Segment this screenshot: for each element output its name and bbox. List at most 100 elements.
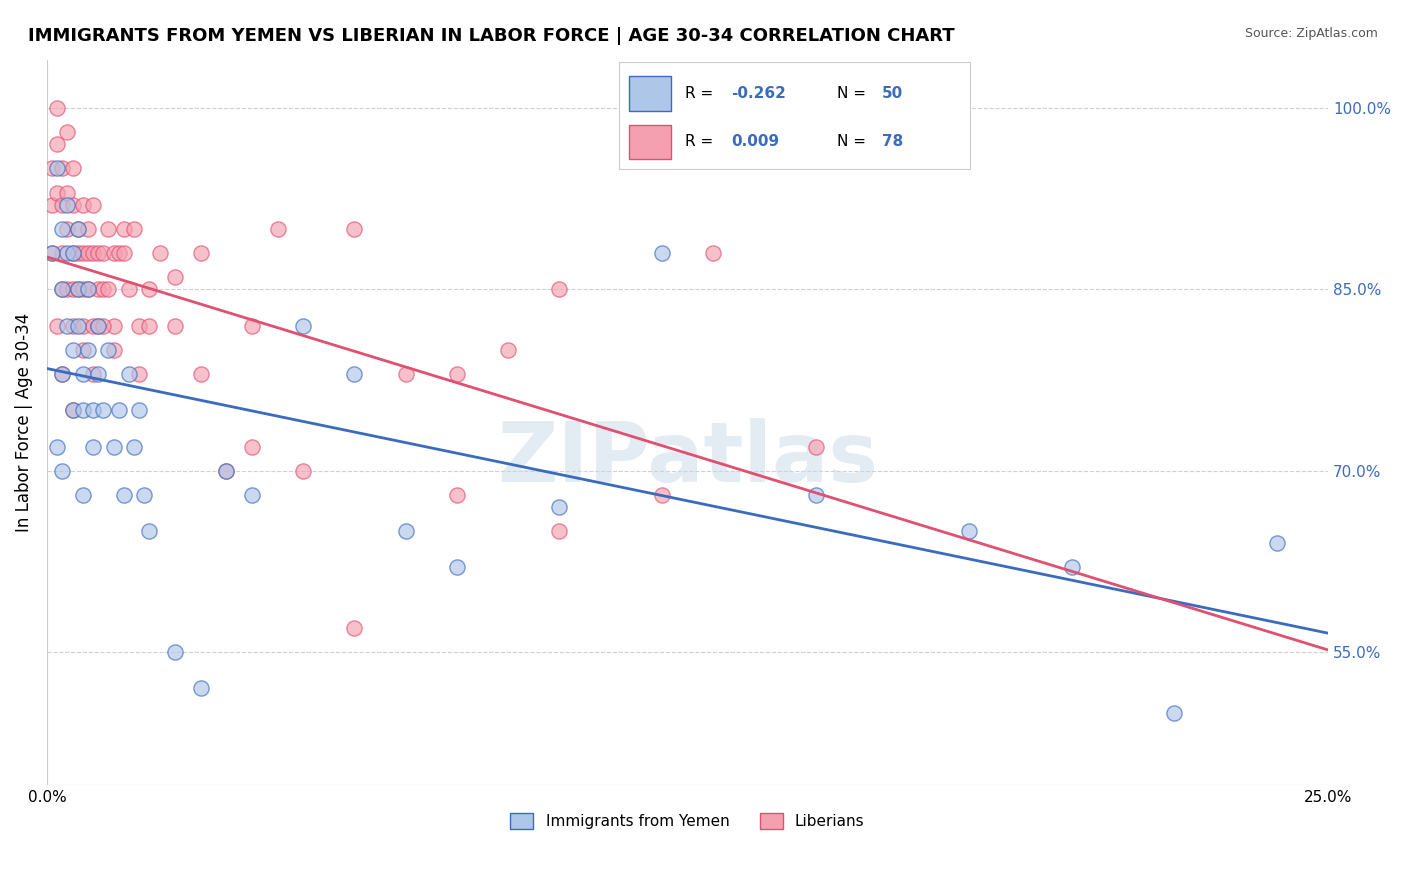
Text: IMMIGRANTS FROM YEMEN VS LIBERIAN IN LABOR FORCE | AGE 30-34 CORRELATION CHART: IMMIGRANTS FROM YEMEN VS LIBERIAN IN LAB… <box>28 27 955 45</box>
Point <box>548 524 571 538</box>
Point <box>134 488 156 502</box>
Point <box>77 282 100 296</box>
Point <box>97 222 120 236</box>
Point <box>82 403 104 417</box>
Point <box>446 488 468 502</box>
Point <box>51 161 73 176</box>
FancyBboxPatch shape <box>630 125 672 159</box>
Point <box>72 343 94 357</box>
Text: -0.262: -0.262 <box>731 86 786 101</box>
Point <box>343 222 366 236</box>
Point <box>66 222 89 236</box>
Point <box>292 318 315 333</box>
Point <box>103 343 125 357</box>
Point <box>72 246 94 260</box>
Point <box>496 343 519 357</box>
Point <box>128 318 150 333</box>
Point <box>72 282 94 296</box>
Point <box>548 282 571 296</box>
Point <box>112 222 135 236</box>
Point <box>46 318 69 333</box>
Point <box>56 125 79 139</box>
Point <box>46 186 69 200</box>
Legend: Immigrants from Yemen, Liberians: Immigrants from Yemen, Liberians <box>505 807 870 836</box>
Point <box>138 318 160 333</box>
Point <box>190 367 212 381</box>
Point <box>957 524 980 538</box>
Point <box>72 367 94 381</box>
Point <box>46 101 69 115</box>
Point <box>1265 536 1288 550</box>
Point <box>91 318 114 333</box>
Point <box>702 246 724 260</box>
Point <box>97 343 120 357</box>
Point <box>51 367 73 381</box>
Point <box>56 186 79 200</box>
Point <box>107 246 129 260</box>
Point <box>82 367 104 381</box>
Point <box>103 318 125 333</box>
Point <box>77 282 100 296</box>
Point <box>62 343 84 357</box>
Point <box>87 246 110 260</box>
Text: Source: ZipAtlas.com: Source: ZipAtlas.com <box>1244 27 1378 40</box>
Point <box>103 440 125 454</box>
Point <box>41 197 63 211</box>
Point <box>87 318 110 333</box>
Point <box>112 246 135 260</box>
Point <box>122 222 145 236</box>
Point <box>46 440 69 454</box>
Point <box>51 197 73 211</box>
Point <box>66 318 89 333</box>
Text: N =: N = <box>837 86 870 101</box>
Point <box>103 246 125 260</box>
Point <box>82 318 104 333</box>
Point <box>66 282 89 296</box>
Point <box>82 440 104 454</box>
Point <box>87 318 110 333</box>
Point <box>1163 706 1185 720</box>
FancyBboxPatch shape <box>630 77 672 111</box>
Text: N =: N = <box>837 134 870 149</box>
Point <box>190 246 212 260</box>
Point <box>72 488 94 502</box>
Point <box>118 367 141 381</box>
Point <box>56 246 79 260</box>
Point <box>138 524 160 538</box>
Point <box>51 246 73 260</box>
Text: R =: R = <box>686 134 718 149</box>
Point <box>548 500 571 514</box>
Point <box>46 137 69 152</box>
Point <box>72 197 94 211</box>
Point <box>62 246 84 260</box>
Y-axis label: In Labor Force | Age 30-34: In Labor Force | Age 30-34 <box>15 313 32 532</box>
Point <box>163 270 186 285</box>
Point <box>72 403 94 417</box>
Point <box>56 282 79 296</box>
Point <box>62 403 84 417</box>
Point <box>51 367 73 381</box>
Point <box>51 464 73 478</box>
Point <box>41 246 63 260</box>
Point <box>66 222 89 236</box>
Point <box>292 464 315 478</box>
Point <box>66 246 89 260</box>
Point <box>91 282 114 296</box>
Point <box>343 367 366 381</box>
Point <box>41 161 63 176</box>
Point <box>1060 560 1083 574</box>
Point <box>82 246 104 260</box>
Point <box>395 367 418 381</box>
Point <box>62 318 84 333</box>
Point <box>56 197 79 211</box>
Text: 0.009: 0.009 <box>731 134 779 149</box>
Point <box>240 318 263 333</box>
Text: R =: R = <box>686 86 718 101</box>
Point <box>651 488 673 502</box>
Point <box>82 197 104 211</box>
Point <box>62 282 84 296</box>
Point <box>163 318 186 333</box>
Point <box>804 440 827 454</box>
Point <box>56 318 79 333</box>
Point <box>91 246 114 260</box>
